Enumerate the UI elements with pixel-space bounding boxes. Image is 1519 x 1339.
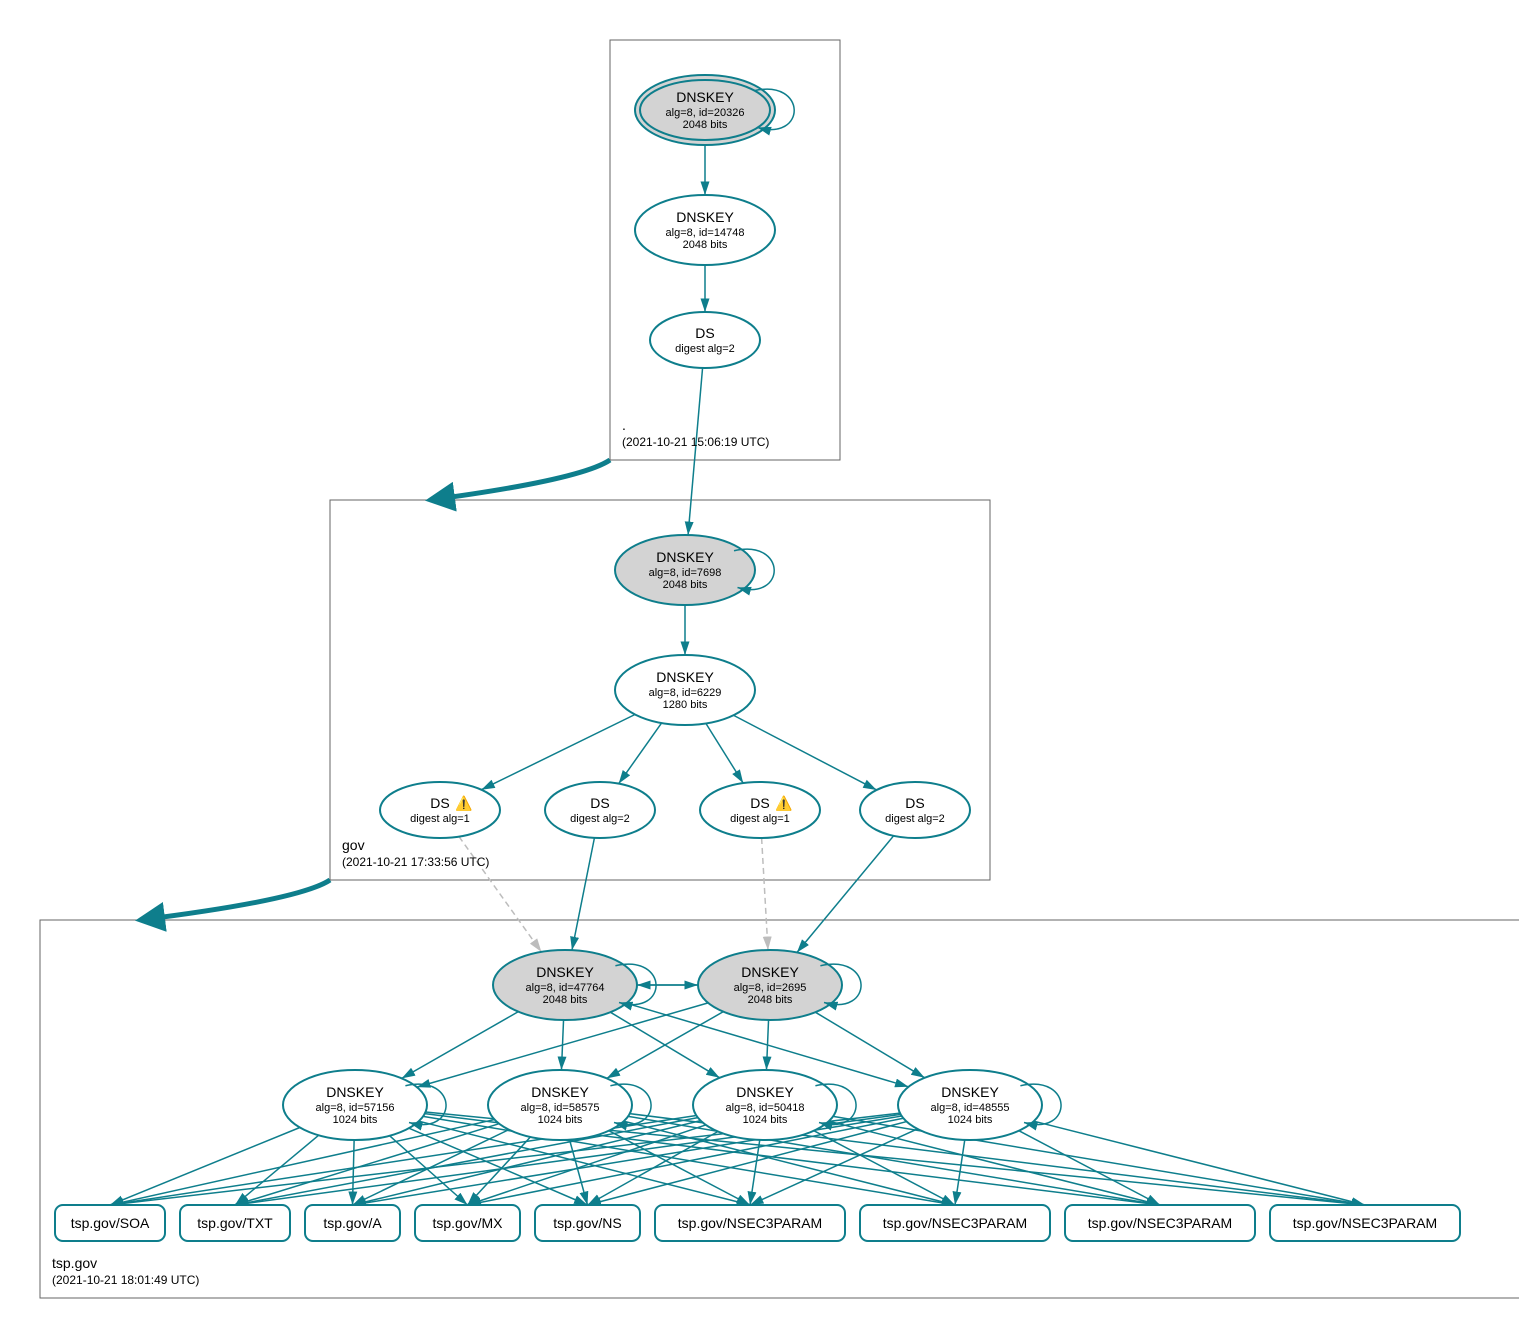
svg-text:alg=8, id=2695: alg=8, id=2695 (734, 982, 807, 994)
edge (815, 1012, 924, 1078)
node-root_ksk: DNSKEY alg=8, id=203262048 bits (635, 75, 794, 145)
svg-text:tsp.gov/NSEC3PARAM: tsp.gov/NSEC3PARAM (883, 1215, 1027, 1231)
svg-text:digest alg=1: digest alg=1 (730, 813, 790, 825)
edge (628, 1116, 1160, 1205)
edge (353, 1116, 902, 1205)
edge (459, 837, 541, 952)
svg-text:alg=8, id=58575: alg=8, id=58575 (521, 1102, 600, 1114)
svg-text:tsp.gov/A: tsp.gov/A (323, 1215, 382, 1231)
svg-text:digest alg=2: digest alg=2 (885, 813, 945, 825)
node-tsp_zsk3: DNSKEY alg=8, id=504181024 bits (693, 1070, 856, 1140)
svg-text:tsp.gov/NS: tsp.gov/NS (553, 1215, 621, 1231)
svg-text:(2021-10-21 17:33:56 UTC): (2021-10-21 17:33:56 UTC) (342, 855, 489, 869)
svg-text:DNSKEY: DNSKEY (656, 669, 714, 685)
svg-text:2048 bits: 2048 bits (748, 994, 793, 1006)
svg-text:tsp.gov/NSEC3PARAM: tsp.gov/NSEC3PARAM (1293, 1215, 1437, 1231)
svg-text:DNSKEY: DNSKEY (536, 964, 594, 980)
svg-text:.: . (622, 417, 626, 433)
svg-text:(2021-10-21 15:06:19 UTC): (2021-10-21 15:06:19 UTC) (622, 435, 769, 449)
svg-text:DNSKEY: DNSKEY (676, 209, 734, 225)
svg-text:2048 bits: 2048 bits (543, 994, 588, 1006)
edge (619, 723, 662, 784)
svg-text:DNSKEY: DNSKEY (941, 1084, 999, 1100)
edge (733, 715, 876, 790)
svg-text:⚠️: ⚠️ (775, 795, 792, 812)
svg-text:alg=8, id=20326: alg=8, id=20326 (666, 107, 745, 119)
svg-text:alg=8, id=48555: alg=8, id=48555 (931, 1102, 1010, 1114)
svg-text:tsp.gov/NSEC3PARAM: tsp.gov/NSEC3PARAM (1088, 1215, 1232, 1231)
edge (481, 714, 635, 789)
node-gov_ds3: DS digest alg=1⚠️ (700, 782, 820, 838)
svg-text:digest alg=2: digest alg=2 (675, 343, 735, 355)
zone-delegation-arrow (430, 460, 610, 500)
node-gov_ksk: DNSKEY alg=8, id=76982048 bits (615, 535, 774, 605)
svg-text:alg=8, id=47764: alg=8, id=47764 (526, 982, 605, 994)
svg-text:gov: gov (342, 837, 365, 853)
svg-text:DS: DS (905, 795, 924, 811)
node-gov_zsk: DNSKEY alg=8, id=62291280 bits (615, 655, 755, 725)
svg-text:alg=8, id=14748: alg=8, id=14748 (666, 227, 745, 239)
svg-text:tsp.gov/SOA: tsp.gov/SOA (71, 1215, 150, 1231)
edge (607, 1012, 724, 1079)
svg-text:DS: DS (430, 795, 449, 811)
svg-text:digest alg=1: digest alg=1 (410, 813, 470, 825)
node-gov_ds2: DS digest alg=2 (545, 782, 655, 838)
svg-text:tsp.gov/NSEC3PARAM: tsp.gov/NSEC3PARAM (678, 1215, 822, 1231)
svg-text:alg=8, id=50418: alg=8, id=50418 (726, 1102, 805, 1114)
svg-text:DNSKEY: DNSKEY (741, 964, 799, 980)
svg-text:(2021-10-21 18:01:49 UTC): (2021-10-21 18:01:49 UTC) (52, 1273, 199, 1287)
svg-text:1024 bits: 1024 bits (743, 1114, 788, 1126)
edge (688, 368, 703, 535)
node-gov_ds4: DS digest alg=2 (860, 782, 970, 838)
svg-text:2048 bits: 2048 bits (683, 119, 728, 131)
svg-text:tsp.gov/MX: tsp.gov/MX (432, 1215, 503, 1231)
svg-text:2048 bits: 2048 bits (683, 239, 728, 251)
svg-text:1280 bits: 1280 bits (663, 699, 708, 711)
zone-delegation-arrow (140, 880, 330, 920)
svg-text:DS: DS (590, 795, 609, 811)
svg-text:DNSKEY: DNSKEY (531, 1084, 589, 1100)
node-root_ds: DS digest alg=2 (650, 312, 760, 368)
nodes: tsp.gov/SOA tsp.gov/TXT tsp.gov/A tsp.gov/M… (55, 75, 1460, 1241)
node-tsp_zsk2: DNSKEY alg=8, id=585751024 bits (488, 1070, 651, 1140)
svg-text:digest alg=2: digest alg=2 (570, 813, 630, 825)
svg-text:1024 bits: 1024 bits (333, 1114, 378, 1126)
edge (762, 838, 768, 950)
svg-text:DNSKEY: DNSKEY (326, 1084, 384, 1100)
node-root_zsk: DNSKEY alg=8, id=147482048 bits (635, 195, 775, 265)
edge (572, 838, 594, 950)
node-tsp_zsk1: DNSKEY alg=8, id=571561024 bits (283, 1070, 446, 1140)
node-tsp_ksk2: DNSKEY alg=8, id=26952048 bits (698, 950, 861, 1020)
svg-text:⚠️: ⚠️ (455, 795, 472, 812)
svg-text:tsp.gov/TXT: tsp.gov/TXT (197, 1215, 273, 1231)
svg-text:alg=8, id=7698: alg=8, id=7698 (649, 567, 722, 579)
node-tsp_ksk1: DNSKEY alg=8, id=477642048 bits (493, 950, 656, 1020)
svg-text:DNSKEY: DNSKEY (656, 549, 714, 565)
svg-text:alg=8, id=57156: alg=8, id=57156 (316, 1102, 395, 1114)
svg-text:alg=8, id=6229: alg=8, id=6229 (649, 687, 722, 699)
edge (706, 723, 743, 783)
edge (797, 836, 894, 953)
svg-text:1024 bits: 1024 bits (538, 1114, 583, 1126)
node-gov_ds1: DS digest alg=1⚠️ (380, 782, 500, 838)
edge (353, 1140, 355, 1205)
dnssec-diagram: tsp.gov/SOA tsp.gov/TXT tsp.gov/A tsp.gov/M… (20, 20, 1519, 1319)
edge (402, 1012, 519, 1079)
svg-text:1024 bits: 1024 bits (948, 1114, 993, 1126)
svg-text:DNSKEY: DNSKEY (676, 89, 734, 105)
svg-text:tsp.gov: tsp.gov (52, 1255, 97, 1271)
svg-text:DNSKEY: DNSKEY (736, 1084, 794, 1100)
node-tsp_zsk4: DNSKEY alg=8, id=485551024 bits (898, 1070, 1061, 1140)
edge (235, 1135, 319, 1205)
edge (766, 1020, 768, 1070)
svg-text:DS: DS (750, 795, 769, 811)
svg-text:DS: DS (695, 325, 714, 341)
svg-text:2048 bits: 2048 bits (663, 579, 708, 591)
